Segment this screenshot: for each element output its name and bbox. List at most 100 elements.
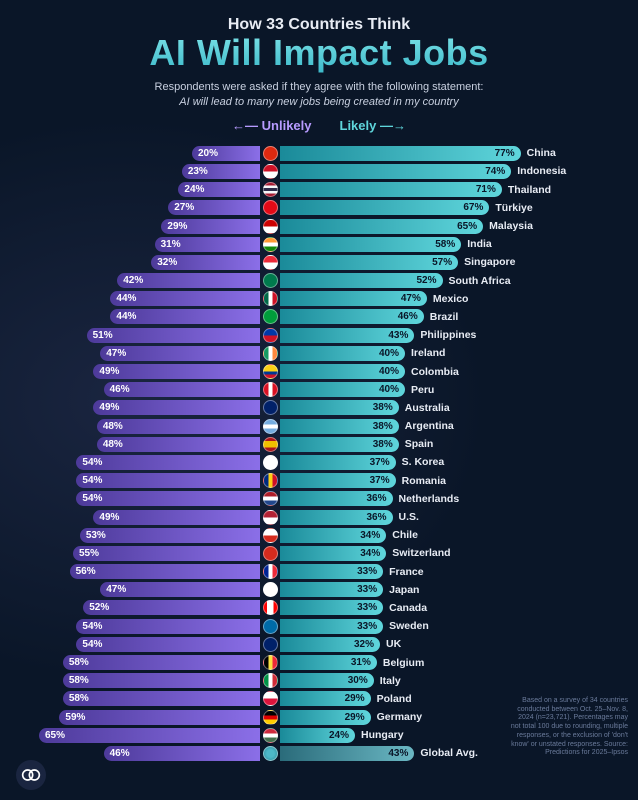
country-label: Brazil bbox=[430, 311, 459, 323]
unlikely-bar: 58% bbox=[63, 691, 260, 706]
unlikely-bar: 54% bbox=[76, 473, 260, 488]
flag-icon bbox=[263, 510, 278, 525]
flag-icon bbox=[263, 437, 278, 452]
table-row: 56%33%France bbox=[22, 563, 616, 580]
unlikely-bar: 44% bbox=[110, 291, 260, 306]
likely-bar: 37% bbox=[280, 455, 396, 470]
flag-icon bbox=[263, 182, 278, 197]
table-row: 20%77%China bbox=[22, 145, 616, 162]
flag-icon bbox=[263, 219, 278, 234]
flag-icon bbox=[263, 455, 278, 470]
table-row: 54%32%UK bbox=[22, 636, 616, 653]
unlikely-bar: 23% bbox=[182, 164, 260, 179]
table-row: 52% 33% Canada bbox=[22, 599, 616, 616]
country-label: South Africa bbox=[449, 275, 511, 287]
table-row: 54%37%S. Korea bbox=[22, 454, 616, 471]
table-row: 46%40%Peru bbox=[22, 381, 616, 398]
unlikely-bar: 31% bbox=[155, 237, 260, 252]
country-label: Ireland bbox=[411, 347, 445, 359]
flag-icon bbox=[263, 619, 278, 634]
unlikely-bar: 29% bbox=[161, 219, 260, 234]
unlikely-bar: 59% bbox=[59, 710, 260, 725]
flag-icon bbox=[263, 546, 278, 561]
country-label: Canada bbox=[389, 602, 427, 614]
flag-icon bbox=[263, 600, 278, 615]
legend-unlikely: ←— Unlikely bbox=[232, 118, 311, 133]
flag-icon bbox=[263, 309, 278, 324]
title-big: AI Will Impact Jobs bbox=[20, 32, 618, 74]
likely-bar: 30% bbox=[280, 673, 374, 688]
table-row: 42% 52% South Africa bbox=[22, 272, 616, 289]
table-row: 49%40%Colombia bbox=[22, 363, 616, 380]
unlikely-bar: 54% bbox=[76, 619, 260, 634]
unlikely-bar: 42% bbox=[117, 273, 260, 288]
country-label: Indonesia bbox=[517, 165, 566, 177]
flag-icon bbox=[263, 164, 278, 179]
flag-icon bbox=[263, 237, 278, 252]
unlikely-bar: 48% bbox=[97, 419, 260, 434]
likely-bar: 38% bbox=[280, 400, 399, 415]
country-label: Hungary bbox=[361, 729, 404, 741]
flag-icon bbox=[263, 491, 278, 506]
country-label: Peru bbox=[411, 384, 434, 396]
table-row: 47%40%Ireland bbox=[22, 345, 616, 362]
unlikely-bar: 20% bbox=[192, 146, 260, 161]
likely-bar: 36% bbox=[280, 491, 393, 506]
unlikely-bar: 52% bbox=[83, 600, 260, 615]
flag-icon bbox=[263, 328, 278, 343]
table-row: 51%43%Philippines bbox=[22, 327, 616, 344]
unlikely-bar: 54% bbox=[76, 491, 260, 506]
diverging-bar-chart: 20%77%China23%74%Indonesia24%71%Thailand… bbox=[0, 141, 638, 762]
country-label: Mexico bbox=[433, 293, 469, 305]
country-label: India bbox=[467, 238, 492, 250]
country-label: Chile bbox=[392, 529, 418, 541]
table-row: 48%38%Spain bbox=[22, 436, 616, 453]
flag-icon bbox=[263, 564, 278, 579]
table-row: 55%34%Switzerland bbox=[22, 545, 616, 562]
country-label: U.S. bbox=[399, 511, 419, 523]
table-row: 47%33%Japan bbox=[22, 581, 616, 598]
flag-icon bbox=[263, 473, 278, 488]
country-label: Switzerland bbox=[392, 547, 450, 559]
legend: ←— Unlikely Likely —→ bbox=[20, 118, 618, 133]
table-row: 27%67%Türkiye bbox=[22, 199, 616, 216]
country-label: France bbox=[389, 566, 423, 578]
likely-bar: 38% bbox=[280, 437, 399, 452]
table-row: 23%74%Indonesia bbox=[22, 163, 616, 180]
unlikely-bar: 44% bbox=[110, 309, 260, 324]
likely-bar: 47% bbox=[280, 291, 427, 306]
country-label: Germany bbox=[377, 711, 423, 723]
table-row: 48%38%Argentina bbox=[22, 418, 616, 435]
unlikely-bar: 47% bbox=[100, 582, 260, 597]
flag-icon bbox=[263, 637, 278, 652]
likely-bar: 43% bbox=[280, 328, 414, 343]
country-label: S. Korea bbox=[402, 456, 445, 468]
flag-icon bbox=[263, 255, 278, 270]
flag-icon bbox=[263, 673, 278, 688]
table-row: 58%30%Italy bbox=[22, 672, 616, 689]
likely-bar: 57% bbox=[280, 255, 458, 270]
likely-bar: 77% bbox=[280, 146, 521, 161]
subtitle-line1: Respondents were asked if they agree wit… bbox=[155, 81, 484, 93]
footnote: Based on a survey of 34 countries conduc… bbox=[510, 697, 628, 758]
likely-bar: 58% bbox=[280, 237, 461, 252]
country-label: Türkiye bbox=[495, 202, 532, 214]
likely-bar: 52% bbox=[280, 273, 443, 288]
chart-header: How 33 Countries Think AI Will Impact Jo… bbox=[0, 0, 638, 141]
table-row: 29%65%Malaysia bbox=[22, 217, 616, 234]
likely-bar: 33% bbox=[280, 619, 383, 634]
unlikely-bar: 58% bbox=[63, 655, 260, 670]
likely-bar: 33% bbox=[280, 600, 383, 615]
country-label: Japan bbox=[389, 584, 419, 596]
flag-icon bbox=[263, 582, 278, 597]
likely-bar: 40% bbox=[280, 364, 405, 379]
country-label: Belgium bbox=[383, 657, 424, 669]
likely-bar: 37% bbox=[280, 473, 396, 488]
flag-icon bbox=[263, 746, 278, 761]
unlikely-bar: 49% bbox=[93, 400, 260, 415]
country-label: Sweden bbox=[389, 620, 429, 632]
subtitle-line2: AI will lead to many new jobs being crea… bbox=[179, 96, 458, 108]
table-row: 54%37%Romania bbox=[22, 472, 616, 489]
country-label: Thailand bbox=[508, 184, 551, 196]
unlikely-bar: 65% bbox=[39, 728, 260, 743]
